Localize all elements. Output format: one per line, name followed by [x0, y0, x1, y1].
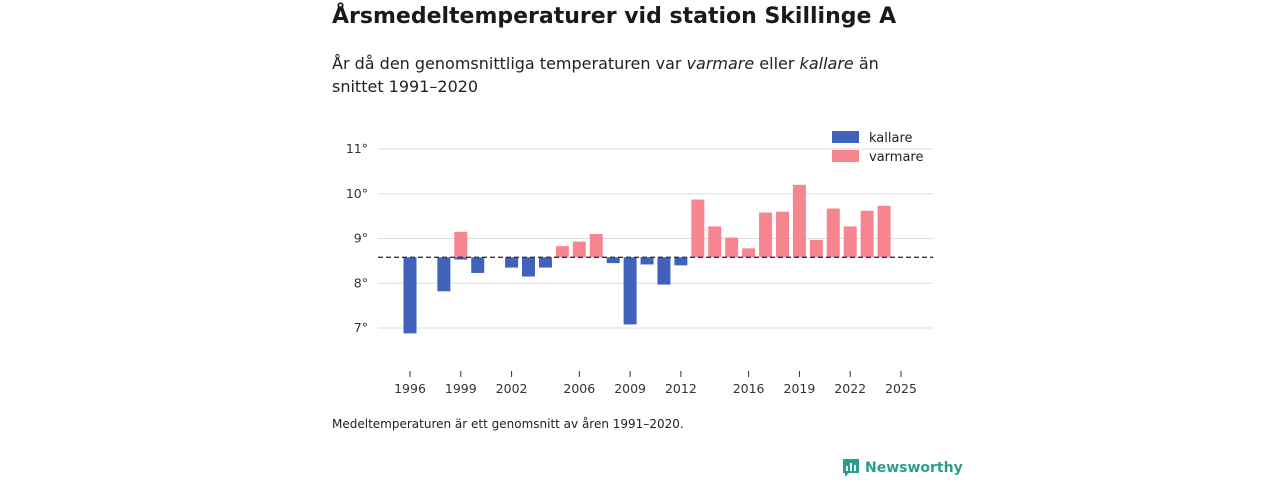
- x-tick-label: 2022: [834, 381, 866, 396]
- y-tick-label: 8°: [354, 275, 368, 290]
- bar-kallare: [606, 257, 620, 264]
- legend-swatch-kallare: [832, 131, 859, 143]
- subtitle-varmare: varmare: [686, 54, 755, 73]
- bar-varmare: [826, 208, 840, 258]
- chart-subtitle: År då den genomsnittliga temperaturen va…: [332, 52, 932, 98]
- x-tick-label: 2006: [563, 381, 595, 396]
- bar-kallare: [454, 257, 468, 260]
- bar-varmare: [775, 211, 789, 258]
- bar-varmare: [572, 241, 586, 258]
- bar-varmare: [742, 248, 756, 258]
- x-tick-label: 2016: [733, 381, 765, 396]
- subtitle-kallare: kallare: [799, 54, 854, 73]
- x-tick-label: 2009: [614, 381, 646, 396]
- chart-title: Årsmedeltemperaturer vid station Skillin…: [332, 4, 897, 29]
- legend-label-kallare: kallare: [869, 131, 913, 146]
- y-tick-label: 7°: [354, 320, 368, 335]
- bar-kallare: [522, 257, 536, 277]
- y-tick-label: 11°: [346, 141, 368, 156]
- bar-varmare: [759, 212, 773, 258]
- bar-varmare: [589, 234, 603, 258]
- bar-kallare: [403, 257, 417, 334]
- bar-kallare: [471, 257, 485, 273]
- newsworthy-icon: [843, 459, 859, 477]
- bar-varmare: [555, 246, 569, 258]
- bar-varmare: [877, 205, 891, 258]
- x-tick-label: 2012: [665, 381, 697, 396]
- x-tick-label: 2002: [496, 381, 528, 396]
- subtitle-part-5: än snittet 1991–2020: [332, 54, 879, 96]
- subtitle-part-3: eller: [754, 54, 800, 73]
- bar-varmare: [809, 239, 823, 258]
- x-tick-label: 2019: [784, 381, 816, 396]
- newsworthy-logo[interactable]: Newsworthy: [842, 458, 963, 478]
- bar-kallare: [623, 257, 637, 325]
- bar-varmare: [725, 237, 739, 258]
- bar-kallare: [674, 257, 688, 266]
- x-tick-label: 2025: [885, 381, 917, 396]
- y-tick-label: 10°: [346, 186, 368, 201]
- x-tick-label: 1999: [445, 381, 477, 396]
- bar-varmare: [454, 231, 468, 258]
- bar-varmare: [691, 199, 705, 258]
- bar-kallare: [657, 257, 671, 285]
- bar-varmare: [843, 226, 857, 258]
- bar-chart: 7° 8° 9° 10° 11° 1996 1999 2002 2006 2009 2012 2016…: [346, 131, 933, 396]
- bar-varmare: [708, 226, 722, 258]
- bar-kallare: [538, 257, 552, 268]
- bar-kallare: [640, 257, 654, 265]
- bar-kallare: [437, 257, 451, 292]
- footnote: Medeltemperaturen är ett genomsnitt av å…: [332, 417, 684, 431]
- bar-varmare: [860, 210, 874, 258]
- y-tick-label: 9°: [354, 231, 368, 246]
- x-tick-label: 1996: [394, 381, 426, 396]
- brand-name: Newsworthy: [865, 460, 963, 476]
- legend-label-varmare: varmare: [869, 150, 923, 165]
- bar-varmare: [792, 184, 806, 258]
- bar-kallare: [505, 257, 519, 268]
- subtitle-part-1: År då den genomsnittliga temperaturen va…: [332, 54, 687, 73]
- legend-swatch-varmare: [832, 150, 859, 162]
